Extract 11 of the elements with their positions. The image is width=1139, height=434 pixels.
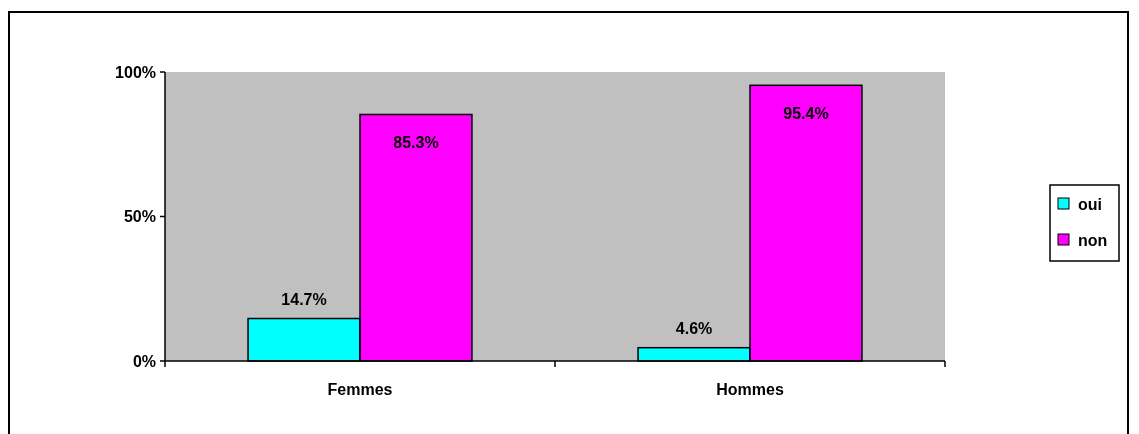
data-label: 95.4% [783,105,829,123]
data-label: 85.3% [393,134,439,152]
x-tick-label: Femmes [327,381,393,398]
y-tick-label: 0% [132,352,156,370]
legend-label: oui [1078,195,1102,213]
x-tick-label: Hommes [716,381,784,398]
y-tick-label: 100% [115,63,156,81]
data-label: 14.7% [281,290,327,308]
data-label: 4.6% [675,319,713,337]
legend-label: non [1078,231,1108,249]
y-tick-label: 50% [123,208,156,226]
